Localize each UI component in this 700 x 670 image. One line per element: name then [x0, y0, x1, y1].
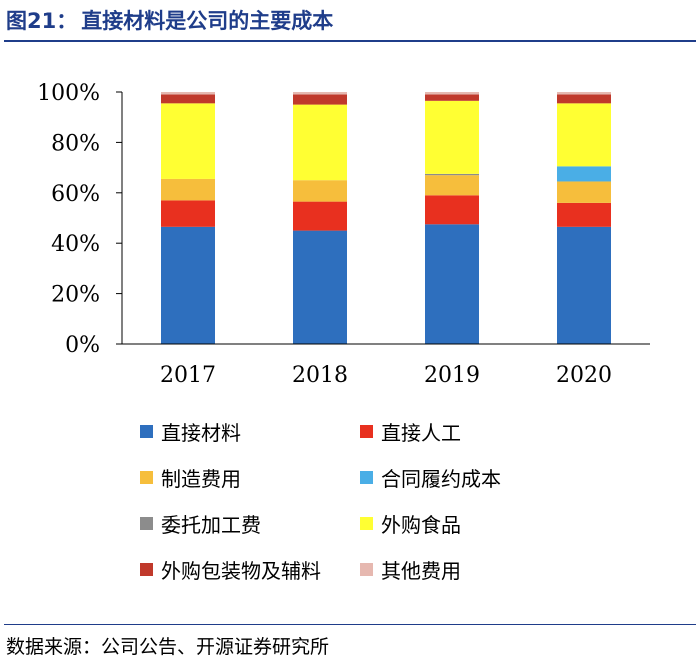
bar-segment: [557, 226, 611, 344]
legend-item: 合同履约成本: [360, 462, 501, 492]
bar-segment: [161, 178, 215, 201]
source-note: 数据来源：公司公告、开源证券研究所: [6, 636, 330, 658]
figure-title: 图21： 直接材料是公司的主要成本: [6, 6, 333, 36]
legend-label: 外购食品: [381, 512, 461, 537]
legend-swatch: [140, 470, 153, 484]
axes: [121, 92, 650, 345]
bar-segment: [293, 201, 347, 231]
bar-segment: [425, 100, 479, 174]
bar-segment: [293, 230, 347, 344]
legend-swatch: [140, 562, 153, 576]
y-tick-label: 80%: [51, 131, 100, 156]
bar-segment: [557, 166, 611, 182]
bar-segment: [425, 94, 479, 101]
legend-label: 直接人工: [381, 420, 461, 445]
bar-segment: [293, 180, 347, 202]
bar-segment: [425, 175, 479, 196]
legend-label: 直接材料: [161, 420, 241, 445]
y-tick-label: 60%: [51, 182, 100, 207]
legend-item: 外购食品: [360, 508, 461, 538]
bar-segment: [161, 94, 215, 104]
figure-title-text: 直接材料是公司的主要成本: [81, 9, 334, 33]
bar-segment: [293, 92, 347, 95]
stacked-bar-chart: 0% 20% 40% 60% 80% 100% 2017 2018 2019 2020: [37, 81, 650, 388]
source-rule: [4, 624, 696, 625]
legend-label: 制造费用: [161, 466, 241, 491]
legend-item: 其他费用: [360, 554, 461, 584]
y-tick-label: 0%: [65, 333, 100, 358]
legend-item: 委托加工费: [140, 508, 261, 538]
bar-segment: [557, 202, 611, 227]
legend-swatch: [360, 562, 373, 576]
legend-swatch: [140, 424, 153, 438]
bar-segment: [161, 226, 215, 344]
bar-segment: [425, 173, 479, 176]
legend-swatch: [360, 516, 373, 530]
bar-segment: [557, 181, 611, 203]
bar-segment: [161, 92, 215, 95]
bar-segment: [293, 104, 347, 181]
bar-segment: [293, 94, 347, 105]
bar-segment: [557, 94, 611, 104]
legend-swatch: [360, 424, 373, 438]
bar-segment: [425, 195, 479, 225]
legend-swatch: [360, 470, 373, 484]
x-tick-label: 2020: [556, 363, 612, 388]
bar-segment: [425, 92, 479, 95]
x-tick-label: 2019: [424, 363, 480, 388]
bar-segment: [161, 103, 215, 179]
y-axis-ticks: 0% 20% 40% 60% 80% 100%: [37, 81, 122, 358]
figure-number: 图21：: [6, 9, 78, 33]
bar-segment: [557, 92, 611, 95]
legend-item: 外购包装物及辅料: [140, 554, 321, 584]
legend-item: 直接材料: [140, 416, 241, 446]
legend-item: 制造费用: [140, 462, 241, 492]
bar-segment: [161, 200, 215, 227]
x-tick-label: 2017: [160, 363, 216, 388]
legend-label: 外购包装物及辅料: [161, 558, 321, 583]
y-tick-label: 40%: [51, 232, 100, 257]
bar-segment: [425, 224, 479, 344]
title-rule: [4, 40, 696, 42]
x-axis-labels: 2017 2018 2019 2020: [160, 363, 612, 388]
legend-label: 合同履约成本: [381, 466, 501, 491]
legend-item: 直接人工: [360, 416, 461, 446]
legend-label: 其他费用: [381, 558, 461, 583]
bars: [161, 92, 611, 344]
y-tick-label: 20%: [51, 283, 100, 308]
legend-label: 委托加工费: [161, 512, 261, 537]
legend-swatch: [140, 516, 153, 530]
bar-segment: [557, 103, 611, 167]
y-tick-label: 100%: [37, 81, 100, 106]
x-tick-label: 2018: [292, 363, 348, 388]
